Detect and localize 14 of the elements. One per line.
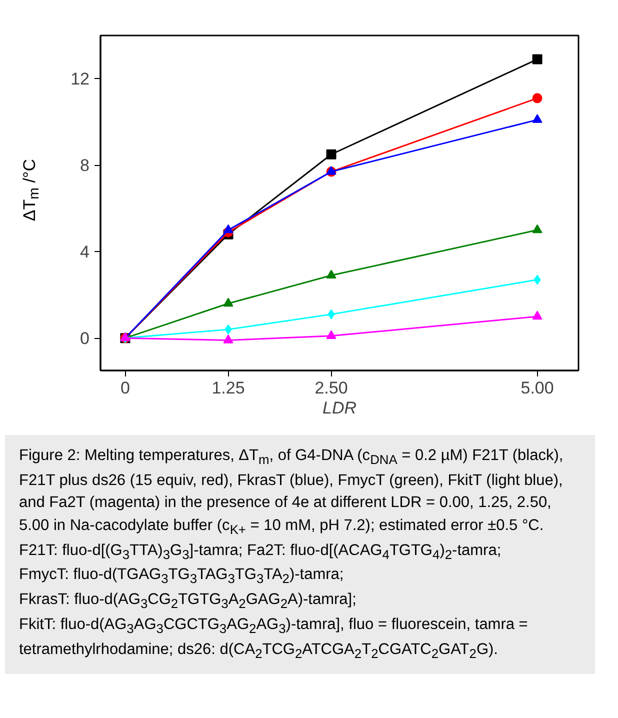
y-tick-label: 8 <box>80 156 90 176</box>
x-tick-label: 0 <box>120 378 130 398</box>
x-axis-title: LDR <box>322 398 357 418</box>
text: F21T: fluo-d[(G$_{3}$TTA)$_{3}$G$_{3}$]-tamra; Fa2T: fluo-d[(ACAG$_{4}$TGTG$_{4}$)$_{2}$-tamra; <box>19 542 502 562</box>
x-tick-label: 5.00 <box>520 378 554 398</box>
x-tick-label: 1.25 <box>212 378 245 398</box>
text: FkrasT: fluo-d(AG$_{3}$CG$_{2}$TGTG$_{3}$A$_{2}$GAG$_{2}$A)-tamra]; <box>19 591 356 612</box>
y-tick-label: 4 <box>80 242 90 262</box>
y-tick-label: 12 <box>70 70 90 89</box>
text: Figure 2: Melting temperatures, ΔT$_{m}$, of G4-DNA (c$_{DNA}$ = 0.2 µM) F21T (black), F21T plus ds26 (15 equiv, red), FkrasT (blue), FmycT (green), FkitT (light blue), and Fa2T (magenta) in the presence of 4e at different LDR = 0.00, 1.25, 2.50, 5.00 in Na-cacodylate buffer (c$_{K+}$ = 10 mM, pH 7.2); estimated error ±0.5 °C. <box>19 447 564 537</box>
y-tick-label: 0 <box>80 329 90 348</box>
x-tick-label: 2.50 <box>314 378 348 398</box>
text: FkitT: fluo-d(AG$_{3}$AG$_{3}$CGCTG$_{3}$AG$_{2}$AG$_{3}$)-tamra], fluo = fluorescein, tamra = tetramethylrhodamine; ds26: d(CA$_{2}$TCG$_{2}$ATCGA$_{2}$T$_{2}$CGATC$_{2}$GAT$_{2}$G). <box>19 616 528 661</box>
text: FmycT: fluo-d(TGAG$_{3}$TG$_{3}$TAG$_{3}$TG$_{3}$TA$_{2}$)-tamra; <box>19 566 344 587</box>
